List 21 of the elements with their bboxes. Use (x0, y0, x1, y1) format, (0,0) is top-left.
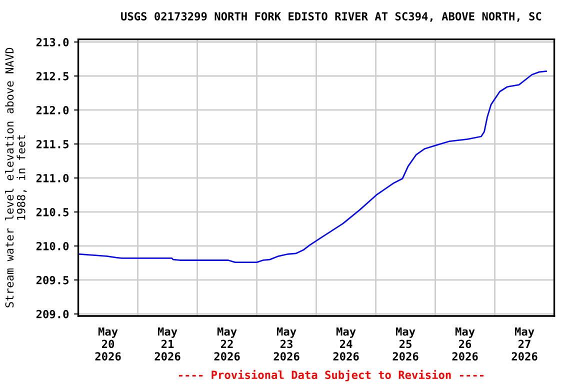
chart-title: USGS 02173299 NORTH FORK EDISTO RIVER AT SC394, ABOVE NORTH, SC (121, 12, 542, 22)
y-tick-label: 209.0 (36, 310, 69, 318)
y-axis-title: Stream water level elevation above NAVD 1988, in feet (4, 48, 27, 308)
y-tick-label: 211.5 (36, 140, 68, 148)
y-tick-label: 209.5 (36, 276, 68, 284)
y-tick-label: 210.5 (36, 208, 68, 216)
x-tick-label: May 22 2026 (214, 327, 240, 361)
line-series (78, 70, 547, 263)
x-tick-label: May 25 2026 (392, 327, 418, 361)
x-tick-label: May 26 2026 (452, 327, 478, 361)
y-tick-label: 213.0 (36, 38, 69, 46)
text: ---- Provisional Data Subject to Revision ---- (178, 370, 484, 382)
x-tick-label: May 23 2026 (274, 327, 300, 361)
x-tick-label: May 27 2026 (512, 327, 538, 361)
y-tick-label: 212.5 (36, 72, 68, 80)
x-tick-label: May 24 2026 (333, 327, 359, 361)
x-tick-label: May 21 2026 (154, 327, 180, 361)
y-tick-label: 212.0 (36, 106, 69, 114)
y-tick-label: 210.0 (36, 242, 69, 250)
x-tick-label: May 20 2026 (95, 327, 121, 361)
y-tick-label: 211.0 (36, 174, 69, 182)
